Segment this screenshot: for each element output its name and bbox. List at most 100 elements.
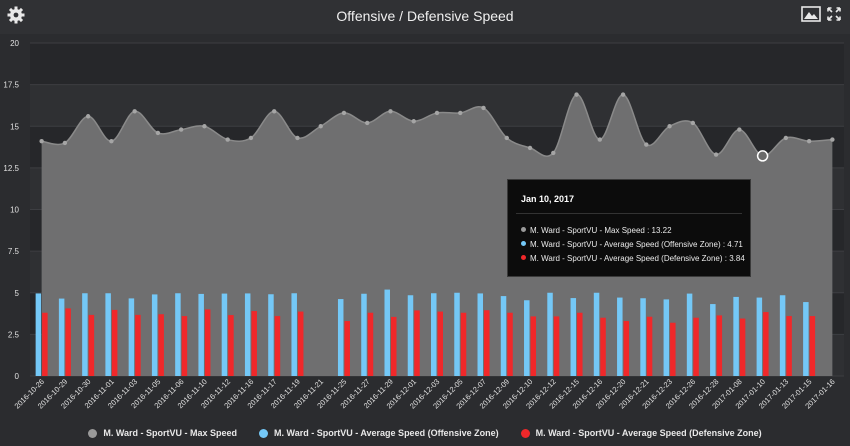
offensive-speed-bar[interactable]: [640, 298, 646, 376]
offensive-speed-bar[interactable]: [175, 293, 181, 376]
defensive-speed-bar[interactable]: [414, 310, 420, 376]
offensive-speed-bar[interactable]: [803, 302, 809, 376]
defensive-speed-bar[interactable]: [530, 316, 537, 376]
offensive-speed-bar[interactable]: [500, 296, 507, 376]
defensive-speed-bar[interactable]: [507, 312, 513, 376]
defensive-speed-bar[interactable]: [716, 315, 723, 376]
defensive-speed-bar[interactable]: [646, 316, 653, 376]
offensive-speed-bar[interactable]: [431, 293, 437, 376]
defensive-speed-bar[interactable]: [484, 310, 490, 376]
defensive-speed-bar[interactable]: [204, 309, 211, 376]
defensive-speed-bar[interactable]: [460, 312, 467, 376]
max-speed-point[interactable]: [458, 110, 463, 116]
max-speed-point[interactable]: [574, 92, 579, 97]
offensive-speed-bar[interactable]: [151, 294, 158, 376]
defensive-speed-bar[interactable]: [739, 318, 746, 376]
offensive-speed-bar[interactable]: [686, 293, 693, 376]
defensive-speed-bar[interactable]: [111, 309, 118, 376]
offensive-speed-bar[interactable]: [337, 299, 344, 376]
offensive-speed-bar[interactable]: [779, 295, 786, 376]
max-speed-point[interactable]: [62, 140, 68, 146]
offensive-speed-bar[interactable]: [477, 293, 484, 376]
offensive-speed-bar[interactable]: [105, 293, 111, 376]
max-speed-point[interactable]: [783, 135, 789, 141]
max-speed-point[interactable]: [527, 145, 533, 151]
defensive-speed-bar[interactable]: [251, 311, 257, 376]
max-speed-point[interactable]: [713, 152, 719, 157]
gear-icon[interactable]: [7, 6, 29, 26]
offensive-speed-bar[interactable]: [733, 296, 739, 376]
max-speed-point[interactable]: [341, 110, 347, 116]
max-speed-point[interactable]: [295, 135, 300, 141]
defensive-speed-bar[interactable]: [693, 317, 699, 376]
offensive-speed-bar[interactable]: [407, 295, 414, 376]
max-speed-point[interactable]: [597, 137, 602, 142]
defensive-speed-bar[interactable]: [65, 308, 71, 376]
legend-item-defensive-speed[interactable]: M. Ward - SportVU - Average Speed (Defen…: [520, 425, 762, 441]
offensive-speed-bar[interactable]: [524, 300, 530, 376]
defensive-speed-bar[interactable]: [809, 316, 816, 376]
defensive-speed-bar[interactable]: [135, 314, 141, 376]
max-speed-point[interactable]: [202, 124, 207, 129]
legend-item-max-speed[interactable]: M. Ward - SportVU - Max Speed: [88, 425, 237, 441]
max-speed-point[interactable]: [504, 135, 509, 141]
offensive-speed-bar[interactable]: [663, 299, 670, 376]
defensive-speed-bar[interactable]: [670, 322, 676, 376]
max-speed-point[interactable]: [365, 120, 370, 126]
offensive-speed-bar[interactable]: [384, 289, 390, 376]
max-speed-point[interactable]: [388, 109, 393, 114]
expand-icon[interactable]: [826, 6, 848, 26]
defensive-speed-bar[interactable]: [786, 316, 792, 376]
defensive-speed-bar[interactable]: [344, 321, 350, 376]
max-speed-point[interactable]: [667, 124, 672, 129]
max-speed-point[interactable]: [434, 110, 440, 116]
offensive-speed-bar[interactable]: [756, 297, 763, 376]
defensive-speed-bar[interactable]: [553, 316, 560, 376]
offensive-speed-bar[interactable]: [198, 293, 204, 376]
max-speed-point[interactable]: [620, 92, 626, 97]
offensive-speed-bar[interactable]: [128, 298, 135, 376]
max-speed-point[interactable]: [830, 137, 835, 142]
defensive-speed-bar[interactable]: [437, 311, 444, 376]
max-speed-point[interactable]: [644, 142, 649, 147]
max-speed-point[interactable]: [318, 124, 323, 129]
offensive-speed-bar[interactable]: [221, 293, 228, 376]
max-speed-point[interactable]: [551, 150, 556, 156]
offensive-speed-bar[interactable]: [244, 293, 251, 376]
defensive-speed-bar[interactable]: [763, 312, 769, 376]
offensive-speed-bar[interactable]: [593, 292, 600, 376]
offensive-speed-bar[interactable]: [58, 298, 65, 376]
defensive-speed-bar[interactable]: [623, 321, 630, 376]
offensive-speed-bar[interactable]: [547, 292, 553, 376]
max-speed-point[interactable]: [109, 139, 114, 144]
offensive-speed-bar[interactable]: [617, 297, 623, 376]
max-speed-point[interactable]: [132, 109, 137, 114]
offensive-speed-bar[interactable]: [291, 293, 297, 376]
defensive-speed-bar[interactable]: [600, 317, 606, 376]
max-speed-point[interactable]: [225, 137, 230, 142]
defensive-speed-bar[interactable]: [228, 315, 234, 376]
defensive-speed-bar[interactable]: [274, 316, 281, 376]
offensive-speed-bar[interactable]: [570, 298, 577, 376]
max-speed-point[interactable]: [178, 127, 184, 132]
defensive-speed-bar[interactable]: [390, 316, 397, 376]
max-speed-point[interactable]: [155, 130, 161, 136]
defensive-speed-bar[interactable]: [42, 312, 48, 376]
offensive-speed-bar[interactable]: [710, 304, 716, 376]
defensive-speed-bar[interactable]: [158, 314, 164, 376]
defensive-speed-bar[interactable]: [181, 316, 188, 376]
defensive-speed-bar[interactable]: [367, 312, 374, 376]
defensive-speed-bar[interactable]: [88, 314, 95, 376]
offensive-speed-bar[interactable]: [268, 294, 274, 376]
max-speed-point[interactable]: [85, 114, 91, 119]
max-speed-point[interactable]: [481, 105, 486, 111]
max-speed-point[interactable]: [411, 119, 416, 124]
legend-item-offensive-speed[interactable]: M. Ward - SportVU - Average Speed (Offen…: [259, 425, 499, 441]
max-speed-point[interactable]: [39, 139, 44, 144]
offensive-speed-bar[interactable]: [35, 293, 42, 376]
offensive-speed-bar[interactable]: [82, 293, 88, 376]
max-speed-point[interactable]: [248, 135, 254, 141]
max-speed-point[interactable]: [690, 120, 696, 126]
image-icon[interactable]: [801, 6, 823, 26]
max-speed-point[interactable]: [737, 127, 742, 132]
